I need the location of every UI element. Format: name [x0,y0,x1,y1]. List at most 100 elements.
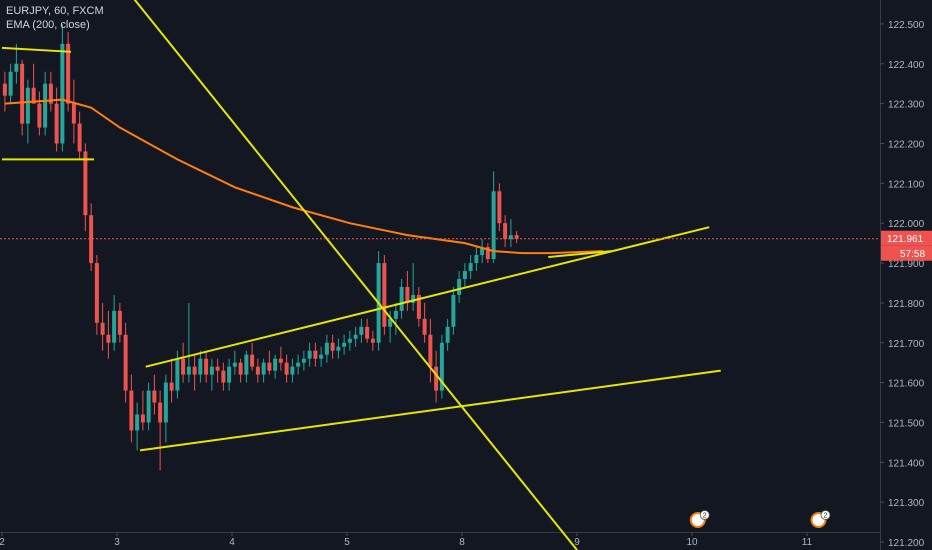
time-tick-label: 3 [114,537,120,548]
price-tick-label: 121.300 [888,498,925,509]
time-tick-label: 4 [229,537,235,548]
candle-down [497,191,502,224]
candle-down [37,103,42,128]
candle-down [514,235,519,239]
bar-countdown-label: 57:58 [900,249,925,260]
candle-up [273,358,278,371]
candle-down [503,223,508,240]
last-price-label: 121.961 [887,234,924,245]
price-tick-label: 121.200 [888,538,925,549]
candle-down [152,390,157,403]
candle-down [106,334,111,343]
candle-down [250,354,255,367]
chart-legend: EURJPY, 60, FXCM EMA (200, close) [6,4,104,32]
price-tick-label: 122.200 [888,139,925,150]
trendline [1,46,72,53]
ema-200-line [4,98,603,255]
candle-down [370,338,375,343]
time-tick-label: 11 [802,537,813,548]
price-tick-label: 122.400 [888,60,925,71]
candle-up [135,414,140,431]
candle-up [342,342,347,347]
time-tick-label: 2 [0,537,5,548]
candle-down [428,334,433,367]
candle-up [296,362,301,367]
candle-up [60,43,65,144]
candle-up [508,235,513,240]
candle-down [140,414,145,423]
candle-up [319,354,324,359]
candle-up [301,358,306,363]
price-tick-label: 122.100 [888,179,925,190]
candle-up [186,366,191,375]
candle-down [89,215,94,264]
price-tick-label: 122.500 [888,20,925,31]
price-tick-label: 121.600 [888,379,925,390]
candle-down [71,103,76,124]
event-count-badge [820,510,831,520]
candle-down [77,123,82,152]
candle-down [238,362,243,375]
candle-up [457,278,462,295]
candle-down [54,103,59,144]
candle-up [227,366,232,383]
candle-up [324,342,329,355]
time-tick-label: 5 [344,537,350,548]
trendline [548,250,612,259]
event-count-label: 2 [703,513,707,520]
candle-down [416,294,421,319]
price-tick-label: 121.800 [888,299,925,310]
candle-up [163,382,168,423]
event-count-label: 2 [824,513,828,520]
candle-down [192,366,197,375]
candle-up [8,71,13,96]
candle-down [278,358,283,363]
price-tick-label: 121.900 [888,259,925,270]
candle-down [123,334,128,391]
time-tick-label: 9 [574,537,580,548]
candle-down [158,402,163,423]
candle-up [462,271,467,279]
candle-down [117,310,122,335]
candle-down [485,247,490,260]
candle-up [146,390,151,423]
candle-up [439,342,444,391]
candle-up [411,294,416,303]
candle-up [307,350,312,359]
candle-up [480,247,485,256]
candle-up [43,83,48,128]
candle-down [382,263,387,327]
price-tick-label: 122.300 [888,100,925,111]
candle-up [399,286,404,311]
candle-down [94,263,99,323]
candle-down [48,83,53,104]
candle-up [14,63,19,72]
time-tick-label: 8 [459,537,465,548]
candle-up [474,255,479,264]
candle-down [83,151,88,216]
candle-up [198,358,203,375]
candle-down [181,358,186,375]
candle-down [434,366,439,391]
candle-up [359,326,364,335]
price-tick-label: 121.400 [888,458,925,469]
candle-up [244,354,249,375]
candle-down [20,63,25,124]
candle-up [491,191,496,260]
candle-down [100,322,105,335]
candle-up [336,346,341,351]
candle-up [388,318,393,327]
candle-down [129,390,134,431]
trendline [139,369,721,452]
candle-up [25,87,30,124]
candle-up [290,366,295,375]
candle-down [405,286,410,303]
ema-indicator-label[interactable]: EMA (200, close) [6,19,90,31]
candle-up [451,294,456,327]
trendline [133,0,578,550]
trendline [145,226,710,368]
last-price-label-bg [881,230,932,246]
candle-up [209,366,214,375]
price-tick-label: 121.700 [888,339,925,350]
